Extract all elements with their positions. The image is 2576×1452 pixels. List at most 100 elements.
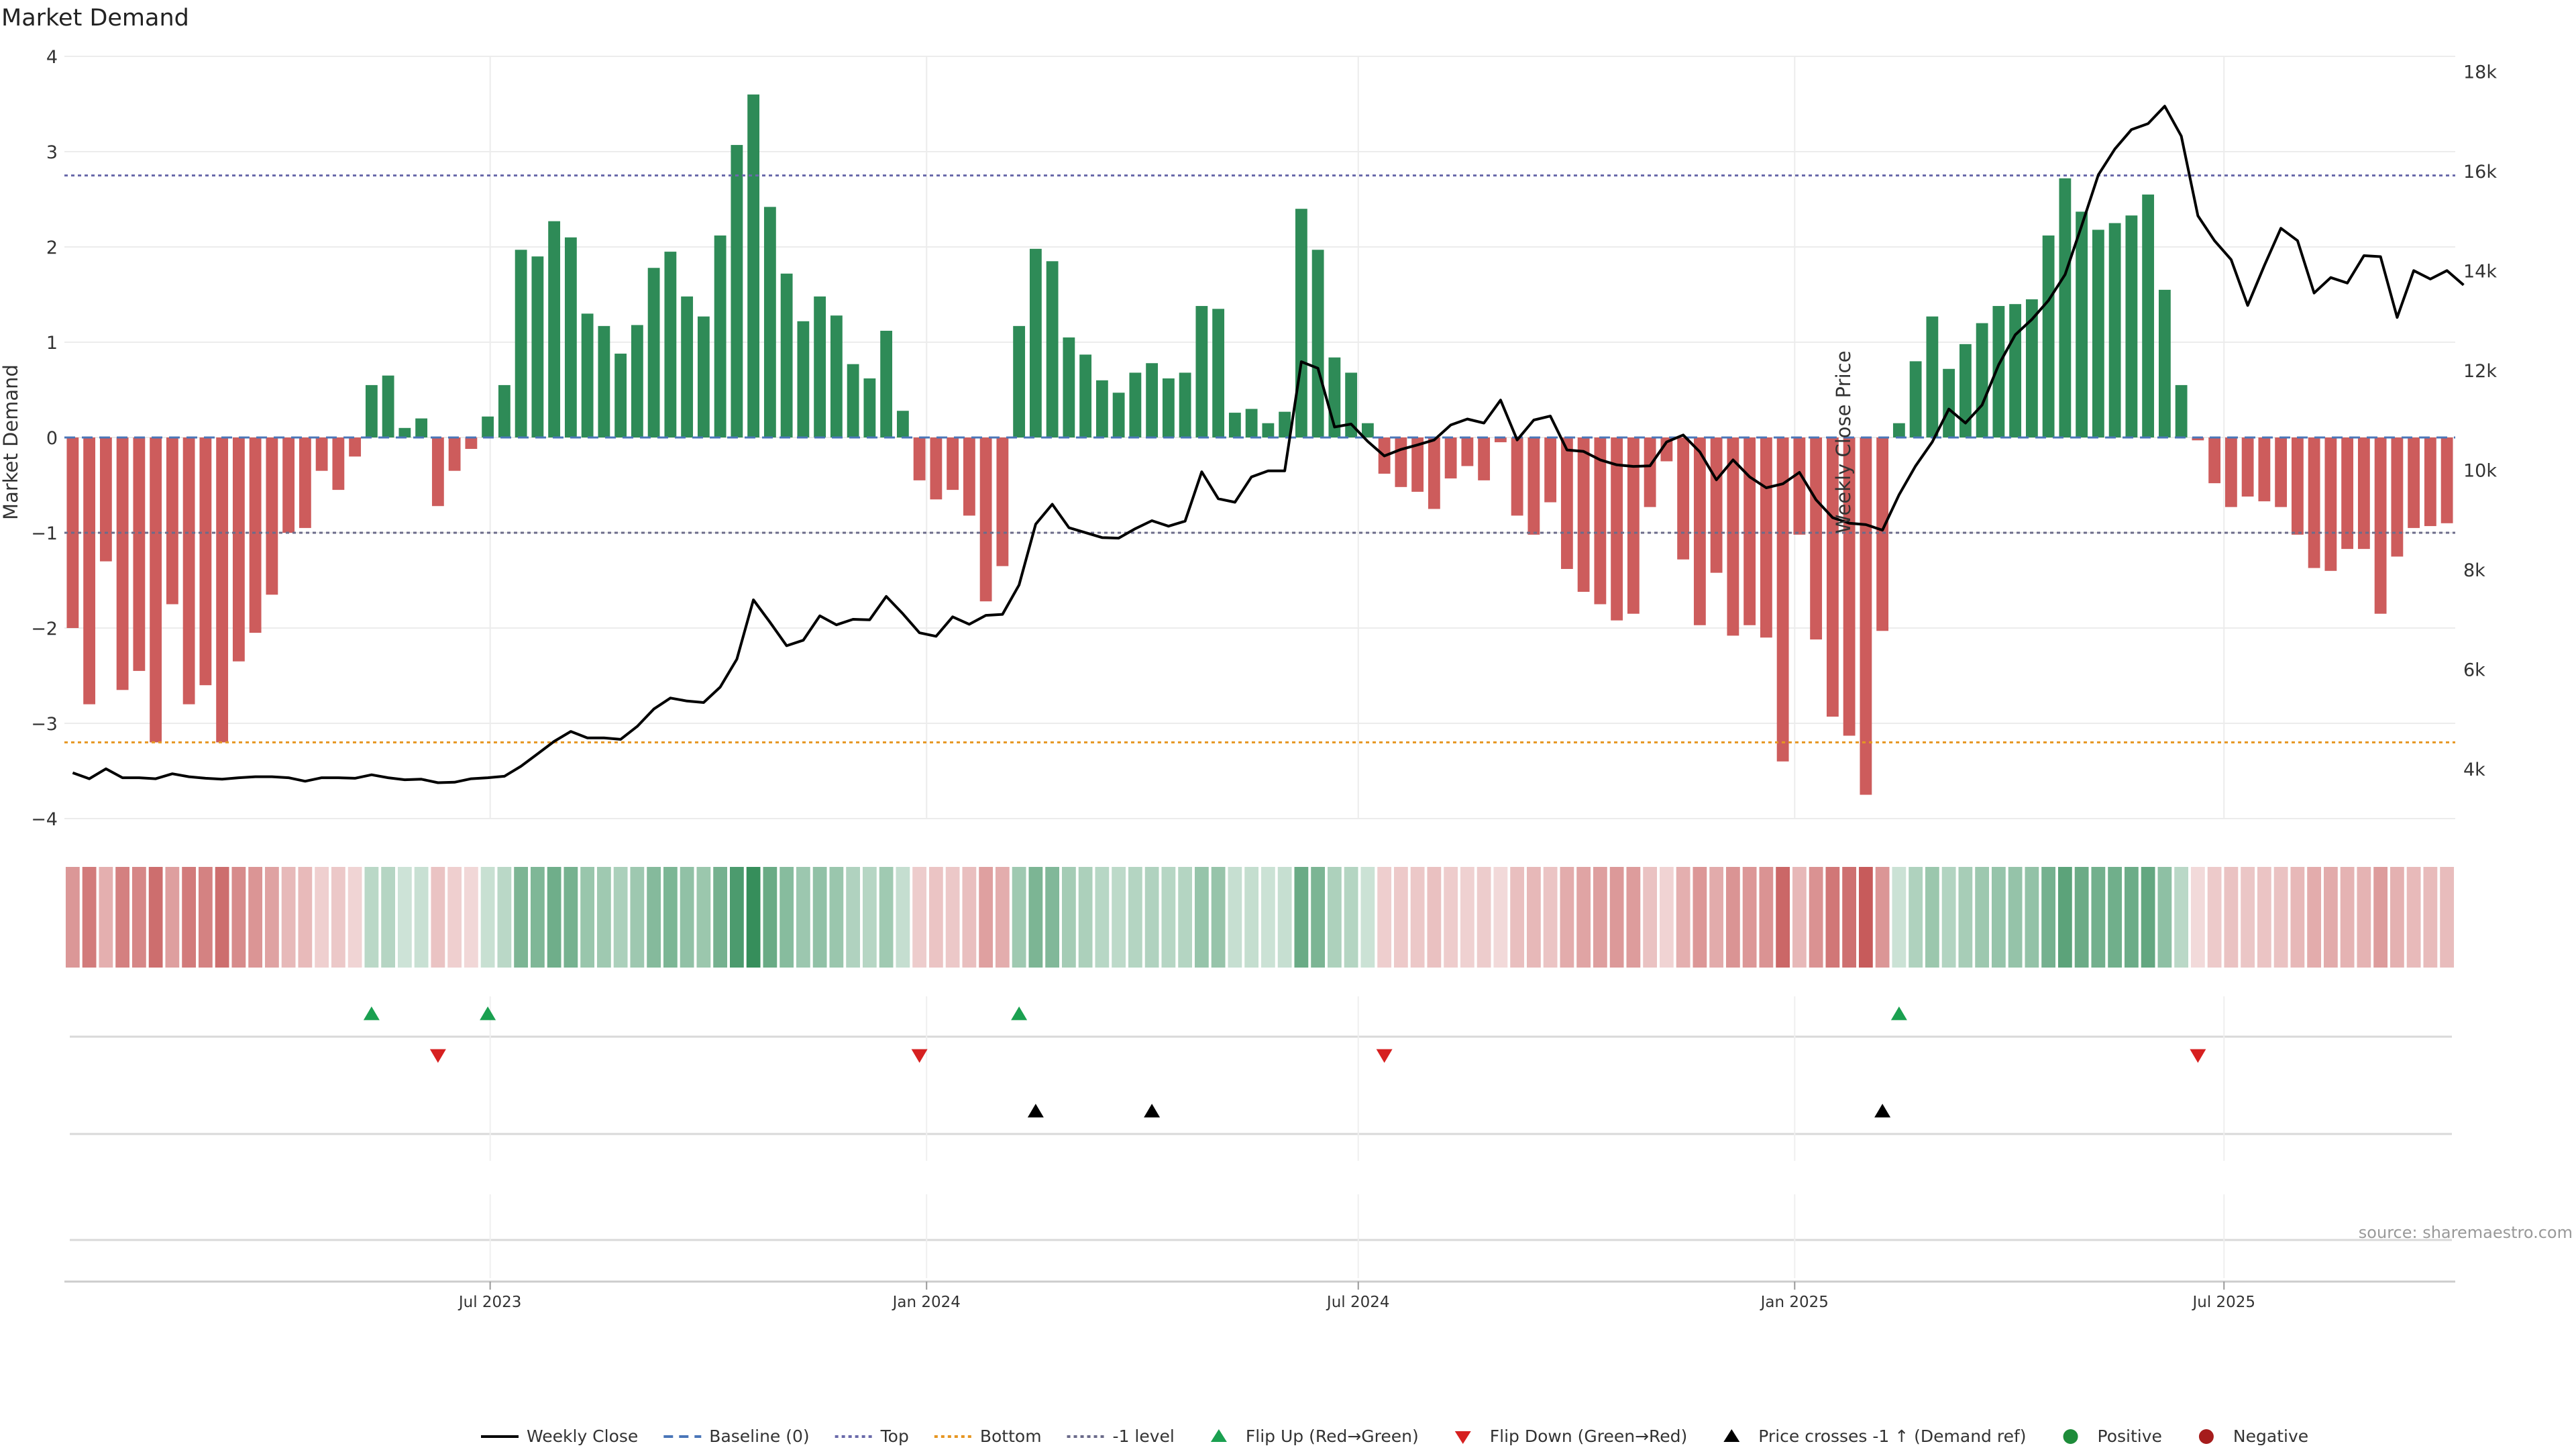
heat-cell: [431, 867, 445, 968]
heat-cell: [696, 867, 711, 968]
heat-cell: [298, 867, 313, 968]
chart-title: Market Demand: [1, 5, 189, 32]
demand-bar-negative: [1693, 437, 1706, 625]
demand-bar-negative: [332, 437, 345, 490]
heat-cell: [1792, 867, 1807, 968]
heat-cell: [331, 867, 345, 968]
legend-layer: Weekly Close Baseline (0) Top Bottom -1 leve…: [481, 1427, 2308, 1446]
demand-bar-negative: [282, 437, 295, 533]
heat-cell: [1759, 867, 1774, 968]
heat-cell: [1776, 867, 1790, 968]
y-tick-label: −1: [31, 523, 58, 544]
heat-cell: [364, 867, 379, 968]
heat-cell: [1294, 867, 1309, 968]
demand-bar-positive: [647, 268, 660, 437]
heat-cell: [829, 867, 844, 968]
heat-cell: [2257, 867, 2271, 968]
demand-bars-layer: [66, 94, 2453, 795]
heat-cell: [231, 867, 246, 968]
heat-cell: [680, 867, 694, 968]
demand-bar-positive: [1926, 316, 1939, 437]
heat-cell: [2041, 867, 2056, 968]
demand-bar-negative: [2241, 437, 2254, 497]
demand-bar-positive: [697, 316, 710, 437]
heat-cell: [2290, 867, 2305, 968]
demand-bar-negative: [2341, 437, 2354, 550]
heat-cell: [99, 867, 113, 968]
demand-bar-positive: [2125, 215, 2138, 437]
heat-cell: [215, 867, 229, 968]
heat-cell: [630, 867, 645, 968]
event-markers-layer: [70, 996, 2452, 1278]
demand-bar-negative: [465, 437, 478, 450]
flip-up-marker: [1011, 1006, 1028, 1021]
heat-cell: [1941, 867, 1956, 968]
demand-bar-negative: [266, 437, 278, 595]
heat-cell: [1609, 867, 1624, 968]
demand-bar-positive: [1361, 423, 1374, 437]
demand-bar-positive: [365, 384, 378, 437]
demand-bar-positive: [2142, 194, 2155, 437]
legend-swatch-circle: [2063, 1429, 2078, 1444]
demand-bar-positive: [814, 296, 826, 437]
heat-cell: [1078, 867, 1093, 968]
heat-cell: [780, 867, 794, 968]
heat-cell: [1344, 867, 1358, 968]
demand-bar-positive: [2108, 223, 2121, 437]
heat-cell: [414, 867, 429, 968]
heat-cell: [1444, 867, 1458, 968]
demand-bar-negative: [1743, 437, 1756, 625]
demand-bar-positive: [1112, 393, 1125, 437]
heat-cell: [1991, 867, 2006, 968]
y-tick-label: −4: [31, 809, 58, 830]
demand-bar-negative: [216, 437, 229, 743]
legend-label: Weekly Close: [527, 1427, 638, 1446]
heat-cell: [1128, 867, 1142, 968]
heat-cell: [2124, 867, 2139, 968]
demand-bar-negative: [1843, 437, 1856, 736]
source-note: source: sharemaestro.com: [2359, 1223, 2573, 1242]
heat-cell: [2207, 867, 2222, 968]
price-line-layer: [72, 105, 2465, 784]
heat-cell: [1875, 867, 1890, 968]
demand-bar-negative: [133, 437, 146, 671]
demand-bar-negative: [1776, 437, 1789, 762]
x-tick-label: Jul 2025: [2191, 1294, 2255, 1311]
heat-cell: [729, 867, 744, 968]
legend-label: Baseline (0): [709, 1427, 809, 1446]
demand-bar-negative: [1478, 437, 1491, 480]
demand-bar-negative: [431, 437, 444, 507]
demand-bar-negative: [199, 437, 212, 686]
heat-cell: [1825, 867, 1840, 968]
demand-bar-positive: [1212, 309, 1225, 437]
demand-bar-positive: [1228, 413, 1241, 437]
heat-cell: [912, 867, 927, 968]
heat-cell: [1095, 867, 1110, 968]
heat-cell: [613, 867, 628, 968]
heat-cell: [165, 867, 180, 968]
heat-cell: [596, 867, 611, 968]
legend-label: -1 level: [1113, 1427, 1175, 1446]
demand-bar-positive: [1345, 372, 1358, 437]
heat-cell: [796, 867, 810, 968]
heat-cell: [995, 867, 1010, 968]
demand-bar-positive: [1046, 261, 1059, 437]
weekly-close-line: [72, 105, 2465, 784]
heat-cell: [879, 867, 894, 968]
x-tick-label: Jul 2023: [458, 1294, 522, 1311]
demand-bar-negative: [299, 437, 311, 528]
demand-bar-negative: [166, 437, 178, 605]
heat-cell: [1012, 867, 1026, 968]
y-axis-label: Market Demand: [0, 364, 22, 520]
demand-bar-positive: [2059, 178, 2072, 437]
heat-cell: [1244, 867, 1259, 968]
heat-cell: [746, 867, 761, 968]
heat-cell: [1144, 867, 1159, 968]
heat-cell: [464, 867, 478, 968]
heat-cell: [2174, 867, 2189, 968]
demand-bar-negative: [1444, 437, 1457, 479]
legend-item: Top: [835, 1427, 909, 1446]
demand-bar-positive: [2158, 289, 2171, 437]
demand-bar-positive: [548, 221, 561, 437]
heat-cell: [2323, 867, 2338, 968]
